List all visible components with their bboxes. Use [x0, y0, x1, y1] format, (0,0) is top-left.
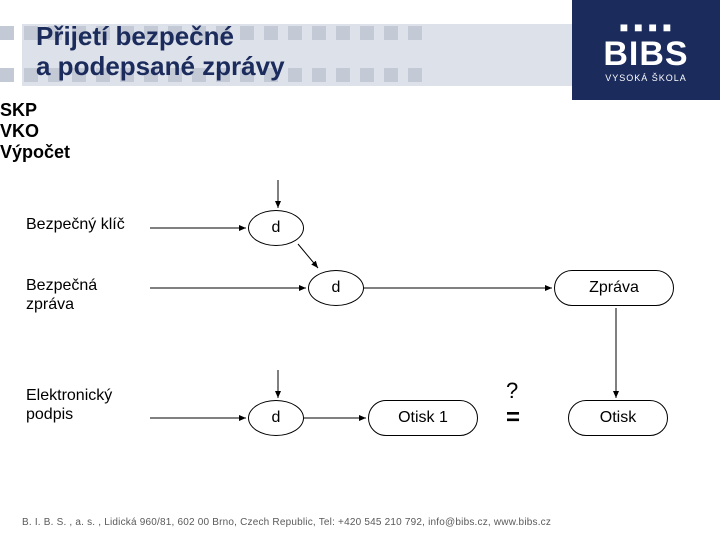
label-secure-message: Bezpečná zpráva [26, 276, 97, 314]
bibs-logo: ■ ■ ■ ■ BIBS VYSOKÁ ŠKOLA [572, 0, 720, 100]
question-mark: ? [506, 378, 518, 404]
node-otisk: Otisk [568, 400, 668, 436]
footer-text: B. I. B. S. , a. s. , Lidická 960/81, 60… [22, 517, 551, 528]
label-electronic-signature: Elektronický podpis [26, 386, 112, 424]
label-skp: SKP [0, 100, 720, 121]
title-line-2: a podepsané zprávy [36, 51, 285, 81]
label-key: Bezpečný klíč [26, 216, 125, 234]
logo-text: BIBS [603, 37, 688, 71]
logo-subtext: VYSOKÁ ŠKOLA [605, 73, 687, 83]
equals-sign: = [506, 404, 520, 432]
label-esig-l1: Elektronický [26, 387, 112, 404]
slide-header: Přijetí bezpečné a podepsané zprávy ■ ■ … [0, 0, 720, 100]
label-vypocet: Výpočet [0, 142, 720, 163]
node-d1: d [248, 210, 304, 246]
flow-diagram: SKP VKO Výpočet Bezpečný klíč Bezpečná z… [0, 100, 720, 500]
node-otisk1: Otisk 1 [368, 400, 478, 436]
logo-squares: ■ ■ ■ ■ [612, 17, 681, 37]
edge-d1-d2 [298, 244, 318, 268]
node-zprava: Zpráva [554, 270, 674, 306]
slide-title: Přijetí bezpečné a podepsané zprávy [36, 22, 285, 82]
label-secure-message-l2: zpráva [26, 296, 74, 313]
label-esig-l2: podpis [26, 406, 73, 423]
title-line-1: Přijetí bezpečné [36, 21, 234, 51]
label-secure-message-l1: Bezpečná [26, 277, 97, 294]
node-d2: d [308, 270, 364, 306]
label-vko: VKO [0, 121, 720, 142]
node-d3: d [248, 400, 304, 436]
